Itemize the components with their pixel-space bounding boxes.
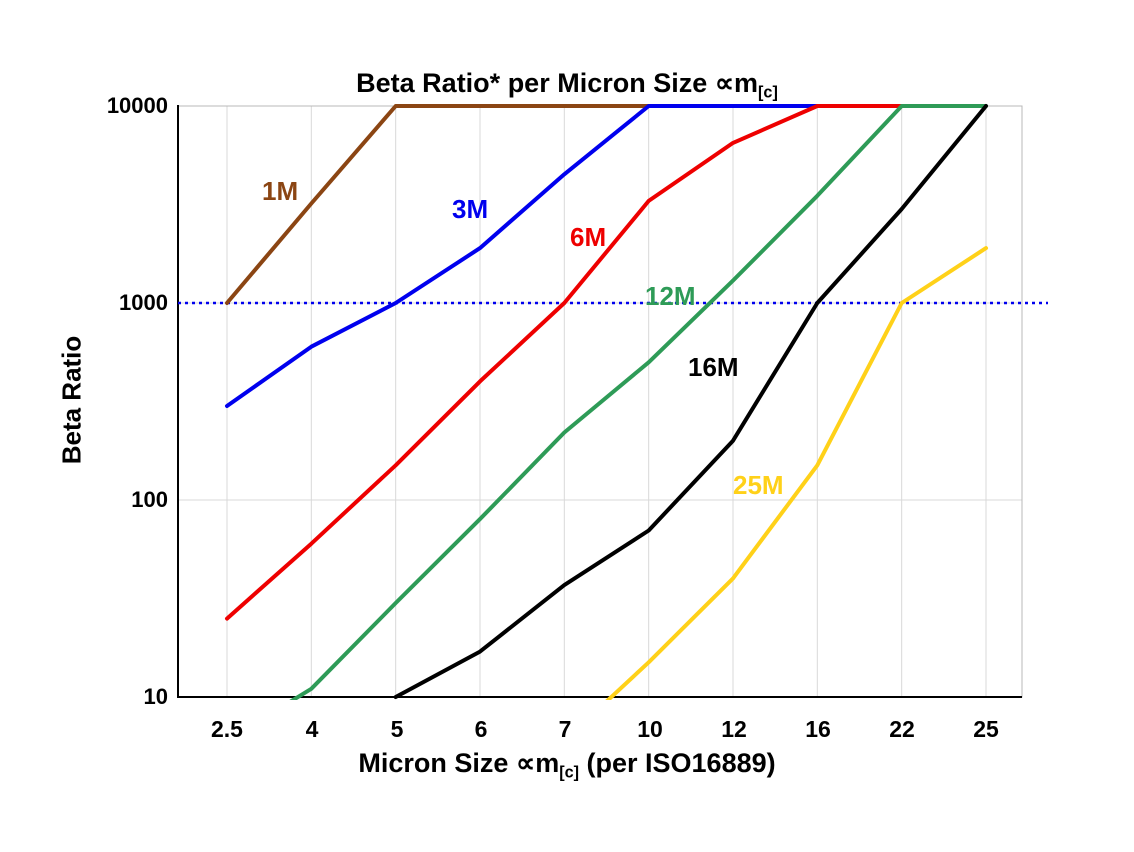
x-tick-label: 2.5 <box>211 716 243 742</box>
x-tick-label: 12 <box>721 716 747 742</box>
y-tick-label: 10000 <box>106 93 168 118</box>
y-axis-title: Beta Ratio <box>56 335 87 465</box>
series-label-12m: 12M <box>645 281 696 311</box>
chart-title-main: Beta Ratio* per Micron Size ∝m <box>356 68 759 98</box>
y-tick-label: 10 <box>143 684 168 709</box>
x-axis-title-subscript: [c] <box>559 763 580 782</box>
x-tick-label: 25 <box>973 716 999 742</box>
x-tick-label: 7 <box>558 716 572 742</box>
series-label-6m: 6M <box>570 222 607 252</box>
x-axis-title: Micron Size ∝m[c] (per ISO16889) <box>0 748 1134 783</box>
x-tick-label: 6 <box>474 716 488 742</box>
series-label-1m: 1M <box>262 176 299 206</box>
x-tick-label: 5 <box>390 716 404 742</box>
chart-title: Beta Ratio* per Micron Size ∝m[c] <box>0 68 1134 103</box>
x-tick-label: 16 <box>805 716 831 742</box>
series-label-3m: 3M <box>452 194 489 224</box>
x-tick-label: 10 <box>637 716 663 742</box>
x-tick-label: 22 <box>889 716 915 742</box>
x-tick-label: 4 <box>305 716 319 742</box>
y-tick-label: 1000 <box>119 290 168 315</box>
x-axis-title-post: (per ISO16889) <box>579 748 776 778</box>
series-label-25m: 25M <box>733 470 784 500</box>
series-label-16m: 16M <box>688 352 739 382</box>
chart-title-subscript: [c] <box>758 83 778 102</box>
x-axis-title-main: Micron Size ∝m <box>358 748 560 778</box>
y-tick-label: 100 <box>131 487 168 512</box>
